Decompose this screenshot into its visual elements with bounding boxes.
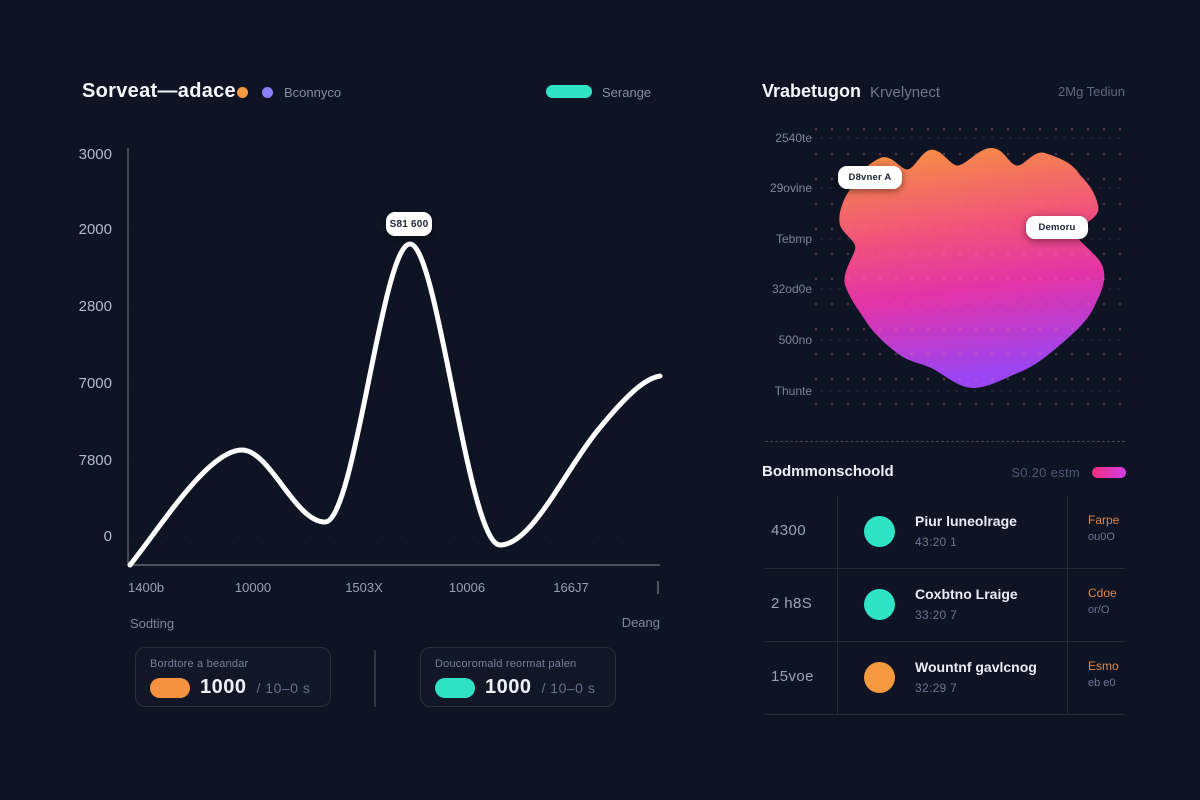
stat-suffix: / 10–0 s	[541, 679, 596, 696]
x-tick: 1400b	[128, 580, 165, 595]
row-tag: Farpe	[1088, 513, 1120, 527]
row-tag-sub: ou0O	[1088, 531, 1115, 543]
y-tick: 32od0e	[771, 282, 812, 296]
density-blob-chart	[805, 125, 1130, 410]
stat-card-label: Bordtore a beandar	[150, 658, 249, 670]
row-subtitle: 33:20 7	[915, 608, 958, 622]
row-tag: Esmo	[1088, 659, 1119, 673]
panel-subtitle: Krvelynect	[870, 84, 941, 101]
y-tick: 7000	[78, 375, 112, 392]
y-tick: 2800	[78, 298, 112, 315]
stat-card: Bordtore a beandar 1000 / 10–0 s	[135, 647, 331, 707]
list-item[interactable]: 4300 Piur luneolrage 43:20 1 Farpe ou0O	[765, 495, 1125, 568]
y-tick: 3000	[78, 146, 112, 163]
x-axis-end-tick	[657, 581, 659, 594]
row-subtitle: 43:20 1	[915, 535, 958, 549]
blob-tooltip: D8vner A	[838, 166, 902, 189]
period-selector[interactable]: 2Mg Tediun	[1058, 84, 1125, 99]
list-item[interactable]: 2 h8S Coxbtno Lraige 33:20 7 Cdoe or/O	[765, 568, 1125, 641]
x-tick: 10000	[234, 580, 272, 595]
row-tag-sub: eb e0	[1088, 677, 1116, 689]
row-tag: Cdoe	[1088, 586, 1117, 600]
legend-label: Bconnyco	[284, 85, 342, 100]
row-divider	[765, 714, 1125, 715]
line-series	[127, 241, 663, 568]
row-value: 4300	[771, 522, 806, 539]
y-tick: Tebmp	[775, 232, 812, 246]
page-title: Sorveat—adace	[82, 80, 236, 102]
y-tick: 2540te	[775, 131, 812, 145]
legend-dot-orange-icon[interactable]	[237, 87, 248, 98]
axis-footnote-right: Deang	[621, 615, 660, 630]
dashed-divider	[765, 441, 1125, 442]
x-tick: 166J7	[553, 580, 589, 595]
stat-pill-teal	[435, 677, 475, 698]
estimate-label: S0.20 estm	[1011, 465, 1080, 480]
row-tag-sub: or/O	[1088, 604, 1110, 616]
row-subtitle: 32:29 7	[915, 681, 958, 695]
legend-dot-purple-icon[interactable]	[262, 87, 273, 98]
y-tick: 0	[103, 528, 112, 545]
y-tick: 29ovine	[769, 181, 812, 195]
peak-tooltip: S81 600	[386, 212, 432, 236]
range-pill[interactable]	[546, 85, 592, 98]
y-tick: 2000	[78, 221, 112, 238]
stat-value: 1000	[200, 676, 247, 698]
row-divider	[765, 568, 1125, 569]
x-tick: 10006	[448, 580, 486, 595]
blob-tooltip: Demoru	[1026, 216, 1088, 239]
row-title: Coxbtno Lraige	[915, 586, 1018, 602]
row-title: Wountnf gavlcnog	[915, 659, 1037, 675]
list-item[interactable]: 15voe Wountnf gavlcnog 32:29 7 Esmo eb e…	[765, 641, 1125, 714]
y-tick: 500no	[778, 333, 812, 347]
y-tick: 7800	[78, 452, 112, 469]
status-dot-icon	[864, 662, 895, 693]
axis-footnote-left: Sodting	[130, 616, 175, 631]
status-dot-icon	[864, 516, 895, 547]
status-dot-icon	[864, 589, 895, 620]
stat-value: 1000	[485, 676, 532, 698]
gradient-pill	[1092, 467, 1126, 478]
row-title: Piur luneolrage	[915, 513, 1017, 529]
y-tick: Thunte	[774, 384, 812, 398]
stat-card-label: Doucoromald reormat palen	[435, 658, 577, 670]
line-chart	[127, 148, 663, 568]
stat-suffix: / 10–0 s	[256, 679, 311, 696]
x-tick: 1503X	[345, 580, 383, 595]
panel-title: Vrabetugon	[762, 81, 862, 101]
column-divider	[837, 495, 838, 714]
section-title: Bodmmonschoold	[762, 463, 894, 480]
column-divider	[1067, 495, 1068, 714]
row-value: 15voe	[771, 668, 814, 685]
stat-pill-orange	[150, 677, 190, 698]
row-value: 2 h8S	[771, 595, 813, 612]
range-label: Serange	[602, 85, 652, 100]
card-divider	[374, 650, 376, 707]
stat-card: Doucoromald reormat palen 1000 / 10–0 s	[420, 647, 616, 707]
row-divider	[765, 641, 1125, 642]
